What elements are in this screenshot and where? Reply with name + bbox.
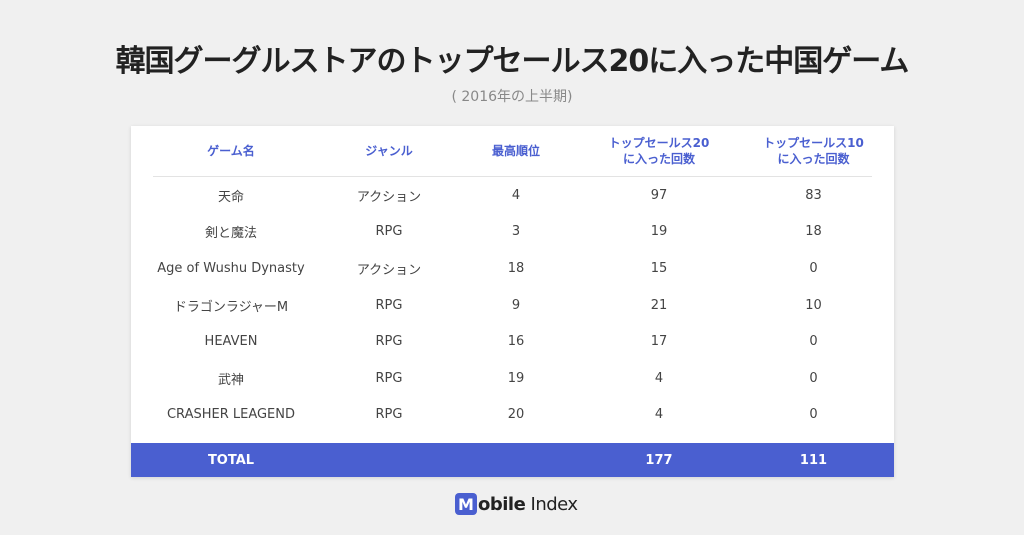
table-cell: 0 — [809, 260, 818, 276]
table-cell: 97 — [650, 187, 668, 203]
table-row: Age of Wushu Dynasty アクション 18 15 0 — [131, 250, 894, 287]
column-header: 最高順位 — [491, 144, 540, 158]
table-cell: 4 — [654, 407, 664, 423]
table-cell: 21 — [650, 297, 668, 313]
table-row: 剣と魔法 RPG 3 19 18 — [131, 214, 894, 251]
total-cell — [331, 443, 447, 477]
table-cell: 19 — [507, 370, 525, 386]
table-cell: 18 — [805, 224, 822, 240]
table-cell: 天命 — [217, 189, 244, 205]
table-cell: RPG — [375, 224, 403, 240]
logo-word-2: Index — [525, 493, 579, 515]
mobile-index-logo: M obile Index — [455, 491, 578, 517]
table-cell: 10 — [805, 297, 822, 313]
table-cell: 83 — [805, 187, 822, 203]
table-cell: 20 — [507, 407, 525, 423]
table-cell: ドラゴンラジャーM — [173, 299, 289, 315]
table-cell: 武神 — [217, 372, 244, 388]
logo-mark: M — [455, 493, 477, 515]
table-row: 武神 RPG 19 4 0 — [131, 360, 894, 397]
page-subtitle: ( 2016年の上半期) — [451, 89, 573, 105]
total-cell — [447, 443, 585, 477]
table-cell: 0 — [809, 370, 818, 386]
table-cell: アクション — [356, 262, 422, 278]
table-row: ドラゴンラジャーM RPG 9 21 10 — [131, 287, 894, 324]
logo-word-1: obile — [478, 493, 526, 515]
column-header: トップセールス20 に入った回数 — [608, 136, 710, 166]
column-header: ゲーム名 — [207, 144, 255, 158]
table-cell: 剣と魔法 — [204, 226, 257, 242]
column-header: ジャンル — [365, 144, 413, 158]
table-cell: 4 — [654, 370, 664, 386]
table-row: HEAVEN RPG 16 17 0 — [131, 323, 894, 360]
total-cell: TOTAL — [207, 452, 255, 468]
table-header-row: ゲーム名 ジャンル 最高順位 トップセールス20 に入った回数 トップセールス10 に入った… — [131, 126, 894, 176]
table-cell: 3 — [511, 224, 521, 240]
table-cell: 18 — [507, 260, 525, 276]
table-cell: 16 — [507, 334, 525, 350]
table-cell: 0 — [809, 407, 818, 423]
table-row: 天命 アクション 4 97 83 — [131, 177, 894, 214]
table-cell: 4 — [511, 187, 521, 203]
table-cell: 9 — [511, 297, 521, 313]
data-table: ゲーム名 ジャンル 最高順位 トップセールス20 に入った回数 トップセールス10 に入った… — [131, 126, 894, 433]
table-cell: RPG — [375, 370, 403, 386]
table-cell: 17 — [650, 334, 668, 350]
page-title: 韓国グーグルストアのトップセールス20に入った中国ゲーム — [115, 44, 910, 79]
table-cell: CRASHER LEAGEND — [166, 407, 296, 423]
total-row: TOTAL 177 111 — [131, 443, 894, 477]
table-row: CRASHER LEAGEND RPG 20 4 0 — [131, 397, 894, 434]
table-cell: 15 — [650, 260, 668, 276]
total-cell: 111 — [799, 452, 828, 468]
total-cell: 177 — [645, 452, 673, 468]
table-cell: アクション — [356, 189, 422, 205]
logo-wordmark: obile Index — [478, 494, 578, 515]
header-divider — [153, 176, 872, 177]
table-cell: HEAVEN — [204, 334, 258, 350]
table-cell: RPG — [375, 297, 403, 313]
column-header: トップセールス10 に入った回数 — [763, 136, 864, 166]
table-cell: Age of Wushu Dynasty — [157, 260, 305, 276]
table-cell: 0 — [809, 334, 818, 350]
data-table-card: ゲーム名 ジャンル 最高順位 トップセールス20 に入った回数 トップセールス10 に入った… — [131, 126, 894, 477]
table-cell: RPG — [375, 334, 403, 350]
table-cell: RPG — [375, 407, 403, 423]
table-cell: 19 — [650, 224, 668, 240]
